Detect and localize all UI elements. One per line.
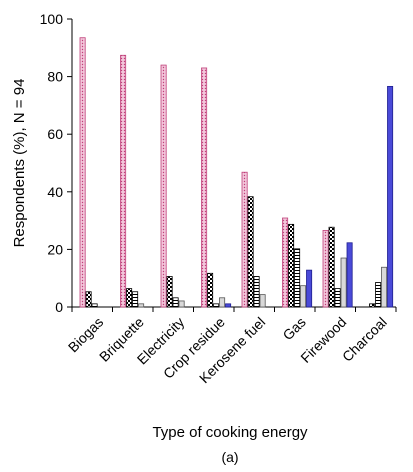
- bar: [334, 288, 341, 308]
- bar: [288, 223, 295, 308]
- y-tick-label: 40: [47, 184, 63, 200]
- bar: [172, 297, 179, 308]
- bar: [132, 291, 139, 308]
- bar: [213, 303, 220, 308]
- bar: [91, 303, 98, 308]
- bar: [219, 297, 226, 308]
- bar: [85, 291, 92, 308]
- bar: [300, 285, 307, 308]
- y-tick-label: 20: [47, 241, 63, 257]
- y-tick-label: 80: [47, 69, 63, 85]
- bar: [322, 229, 329, 308]
- bar: [241, 171, 248, 308]
- bar: [306, 269, 313, 308]
- bar: [166, 276, 173, 308]
- bar: [138, 303, 145, 308]
- bar: [225, 303, 232, 308]
- x-tick-label: Gas: [279, 314, 308, 343]
- bar: [253, 276, 260, 308]
- bar: [79, 37, 86, 308]
- y-tick-label: 0: [55, 299, 63, 315]
- y-tick-label: 100: [40, 11, 64, 27]
- y-tick-label: 60: [47, 126, 63, 142]
- bar: [160, 64, 167, 308]
- bars: [79, 37, 394, 308]
- bar: [294, 248, 301, 308]
- bar: [346, 242, 353, 308]
- bar: [282, 217, 289, 308]
- bar: [328, 226, 335, 308]
- bar: [340, 257, 347, 308]
- bar: [381, 266, 388, 308]
- bar: [375, 282, 382, 308]
- bar: [207, 272, 214, 308]
- y-axis-label: Respondents (%), N = 94: [11, 79, 28, 248]
- bar: [259, 294, 266, 308]
- bar: [369, 303, 376, 308]
- bar: [247, 196, 254, 308]
- axes: 020406080100BiogasBriquetteElectricityCr…: [40, 11, 397, 386]
- figure-caption: (a): [221, 449, 238, 465]
- bar: [201, 67, 208, 308]
- x-axis-label: Type of cooking energy: [152, 424, 308, 441]
- bar: [387, 85, 394, 308]
- bar: [178, 300, 185, 308]
- bar: [126, 288, 133, 308]
- bar: [120, 54, 127, 308]
- x-tick-label: Charcoal: [339, 314, 390, 365]
